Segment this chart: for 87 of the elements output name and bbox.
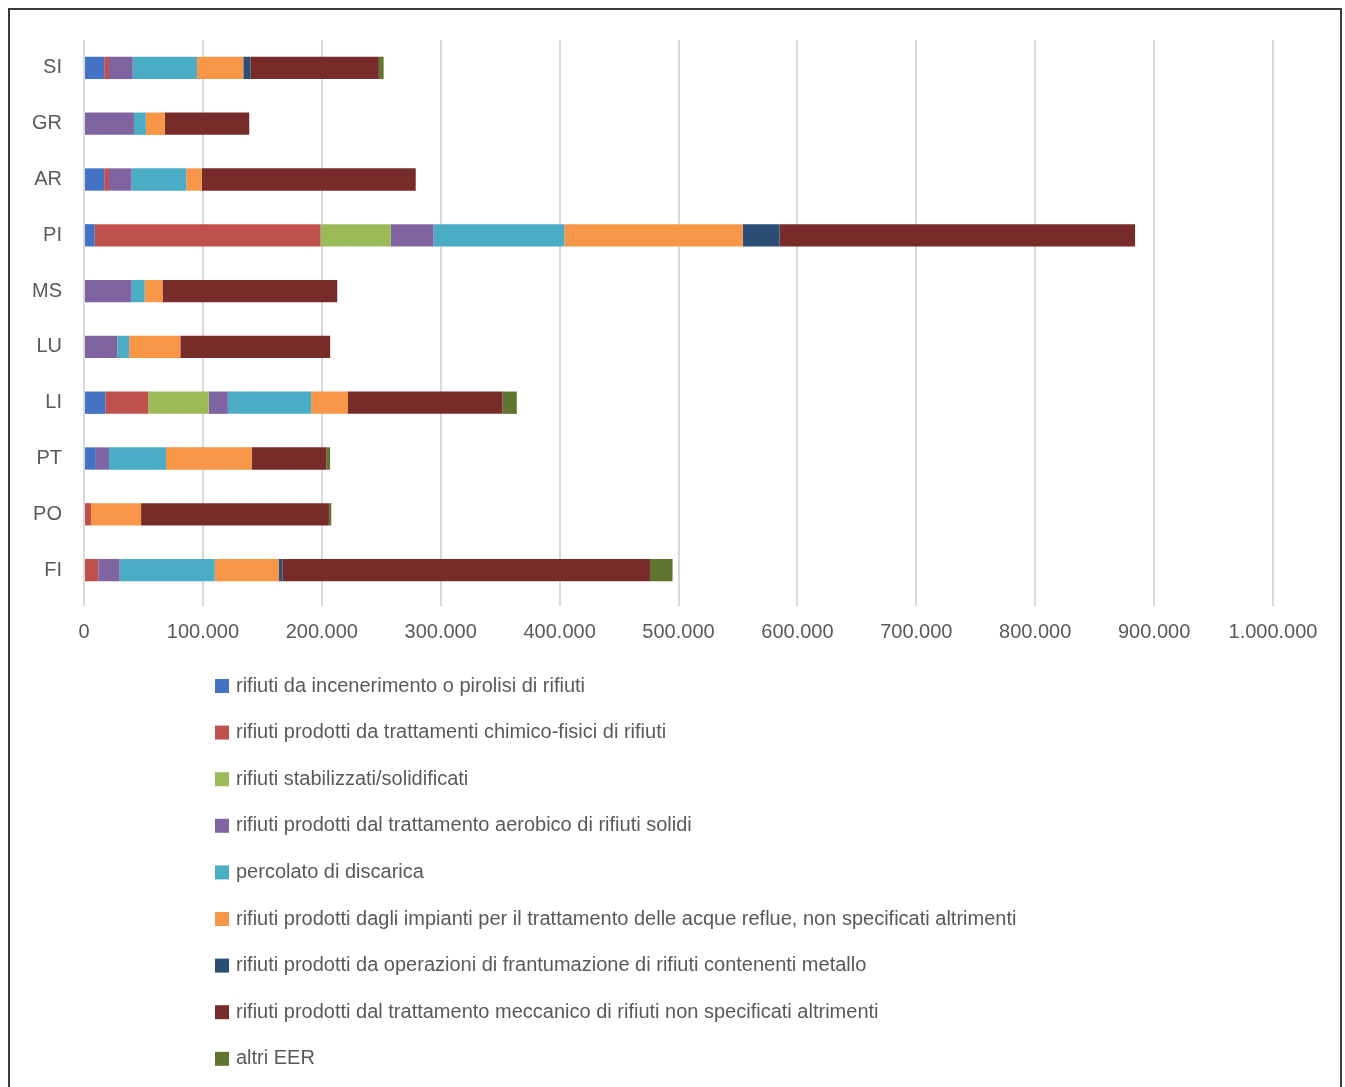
- bar: [129, 335, 181, 359]
- bar: [250, 56, 379, 80]
- bar: [282, 558, 650, 582]
- bar: [85, 279, 132, 303]
- bar: [227, 391, 312, 414]
- bar: [279, 558, 283, 582]
- bar: [141, 503, 329, 526]
- x-tick-label: 900.000: [1117, 619, 1191, 642]
- bar: [104, 56, 109, 80]
- bar: [378, 56, 384, 80]
- bar: [85, 56, 105, 80]
- bar: [214, 558, 279, 582]
- bar: [251, 447, 327, 470]
- bar: [145, 112, 165, 135]
- bar: [85, 503, 92, 526]
- y-tick-label: MS: [32, 278, 62, 301]
- legend-label: altri EER: [236, 1046, 315, 1069]
- legend-label: rifiuti prodotti dal trattamento meccanico di rifiuti non specificati altrimenti: [236, 999, 879, 1022]
- x-tick-label: 0: [78, 619, 90, 642]
- bar: [311, 391, 348, 414]
- bar: [180, 335, 331, 359]
- bar: [186, 168, 202, 191]
- x-tick-label: 1.000.000: [1228, 619, 1318, 642]
- bar: [131, 279, 145, 303]
- bar: [433, 224, 565, 247]
- bar: [320, 224, 391, 247]
- bar: [119, 558, 215, 582]
- bar: [132, 56, 197, 80]
- legend-label: percolato di discarica: [236, 859, 425, 882]
- bar: [742, 224, 780, 247]
- bar: [131, 168, 187, 191]
- bar: [94, 224, 321, 247]
- legend-label: rifiuti prodotti da trattamenti chimico-fisici di rifiuti: [236, 720, 667, 743]
- x-tick-label: 200.000: [285, 619, 358, 642]
- bar: [105, 391, 149, 414]
- legend-label: rifiuti stabilizzati/solidificati: [236, 766, 469, 789]
- bar: [144, 279, 163, 303]
- x-tick-label: 300.000: [404, 619, 477, 642]
- bar: [108, 56, 133, 80]
- legend-label: rifiuti prodotti dagli impianti per il trattamento delle acque reflue, non specificati altrimenti: [236, 906, 1017, 929]
- bar: [85, 447, 96, 470]
- bar: [564, 224, 743, 247]
- legend-label: rifiuti prodotti dal trattamento aerobico di rifiuti solidi: [236, 813, 692, 836]
- bar: [649, 558, 673, 582]
- bar: [779, 224, 1136, 247]
- bar: [91, 503, 142, 526]
- bar: [117, 335, 130, 359]
- bar: [85, 335, 118, 359]
- bar: [166, 447, 252, 470]
- bar: [85, 558, 99, 582]
- bar: [148, 391, 209, 414]
- x-tick-label: 600.000: [761, 619, 834, 642]
- bar: [85, 112, 134, 135]
- bar: [201, 168, 416, 191]
- bar: [85, 224, 95, 247]
- legend-label: rifiuti da incenerimento o pirolisi di rifiuti: [236, 673, 586, 696]
- y-tick-label: SI: [43, 55, 62, 78]
- bar: [108, 168, 132, 191]
- bar: [196, 56, 244, 80]
- bar: [208, 391, 228, 414]
- y-tick-label: AR: [34, 167, 62, 190]
- y-tick-label: LI: [45, 390, 62, 413]
- bar: [164, 112, 250, 135]
- bar: [243, 56, 251, 80]
- bar: [347, 391, 503, 414]
- bar: [108, 447, 167, 470]
- y-tick-label: GR: [32, 111, 62, 134]
- bar: [133, 112, 146, 135]
- bar: [502, 391, 517, 414]
- bar: [95, 447, 109, 470]
- bar: [85, 168, 105, 191]
- x-tick-label: 500.000: [642, 619, 715, 642]
- x-tick-label: 100.000: [166, 619, 240, 642]
- y-tick-label: PI: [43, 222, 62, 245]
- y-tick-label: LU: [36, 334, 62, 357]
- y-tick-label: FI: [44, 557, 62, 580]
- legend-label: rifiuti prodotti da operazioni di frantumazione di rifiuti contenenti metallo: [236, 953, 867, 976]
- bar: [162, 279, 338, 303]
- y-tick-label: PO: [33, 501, 62, 524]
- x-tick-label: 800.000: [999, 619, 1072, 642]
- bar: [98, 558, 120, 582]
- x-tick-label: 700.000: [880, 619, 953, 642]
- bar: [104, 168, 109, 191]
- x-tick-label: 400.000: [523, 619, 596, 642]
- y-tick-label: PT: [36, 446, 62, 469]
- bar: [85, 391, 106, 414]
- bar: [390, 224, 434, 247]
